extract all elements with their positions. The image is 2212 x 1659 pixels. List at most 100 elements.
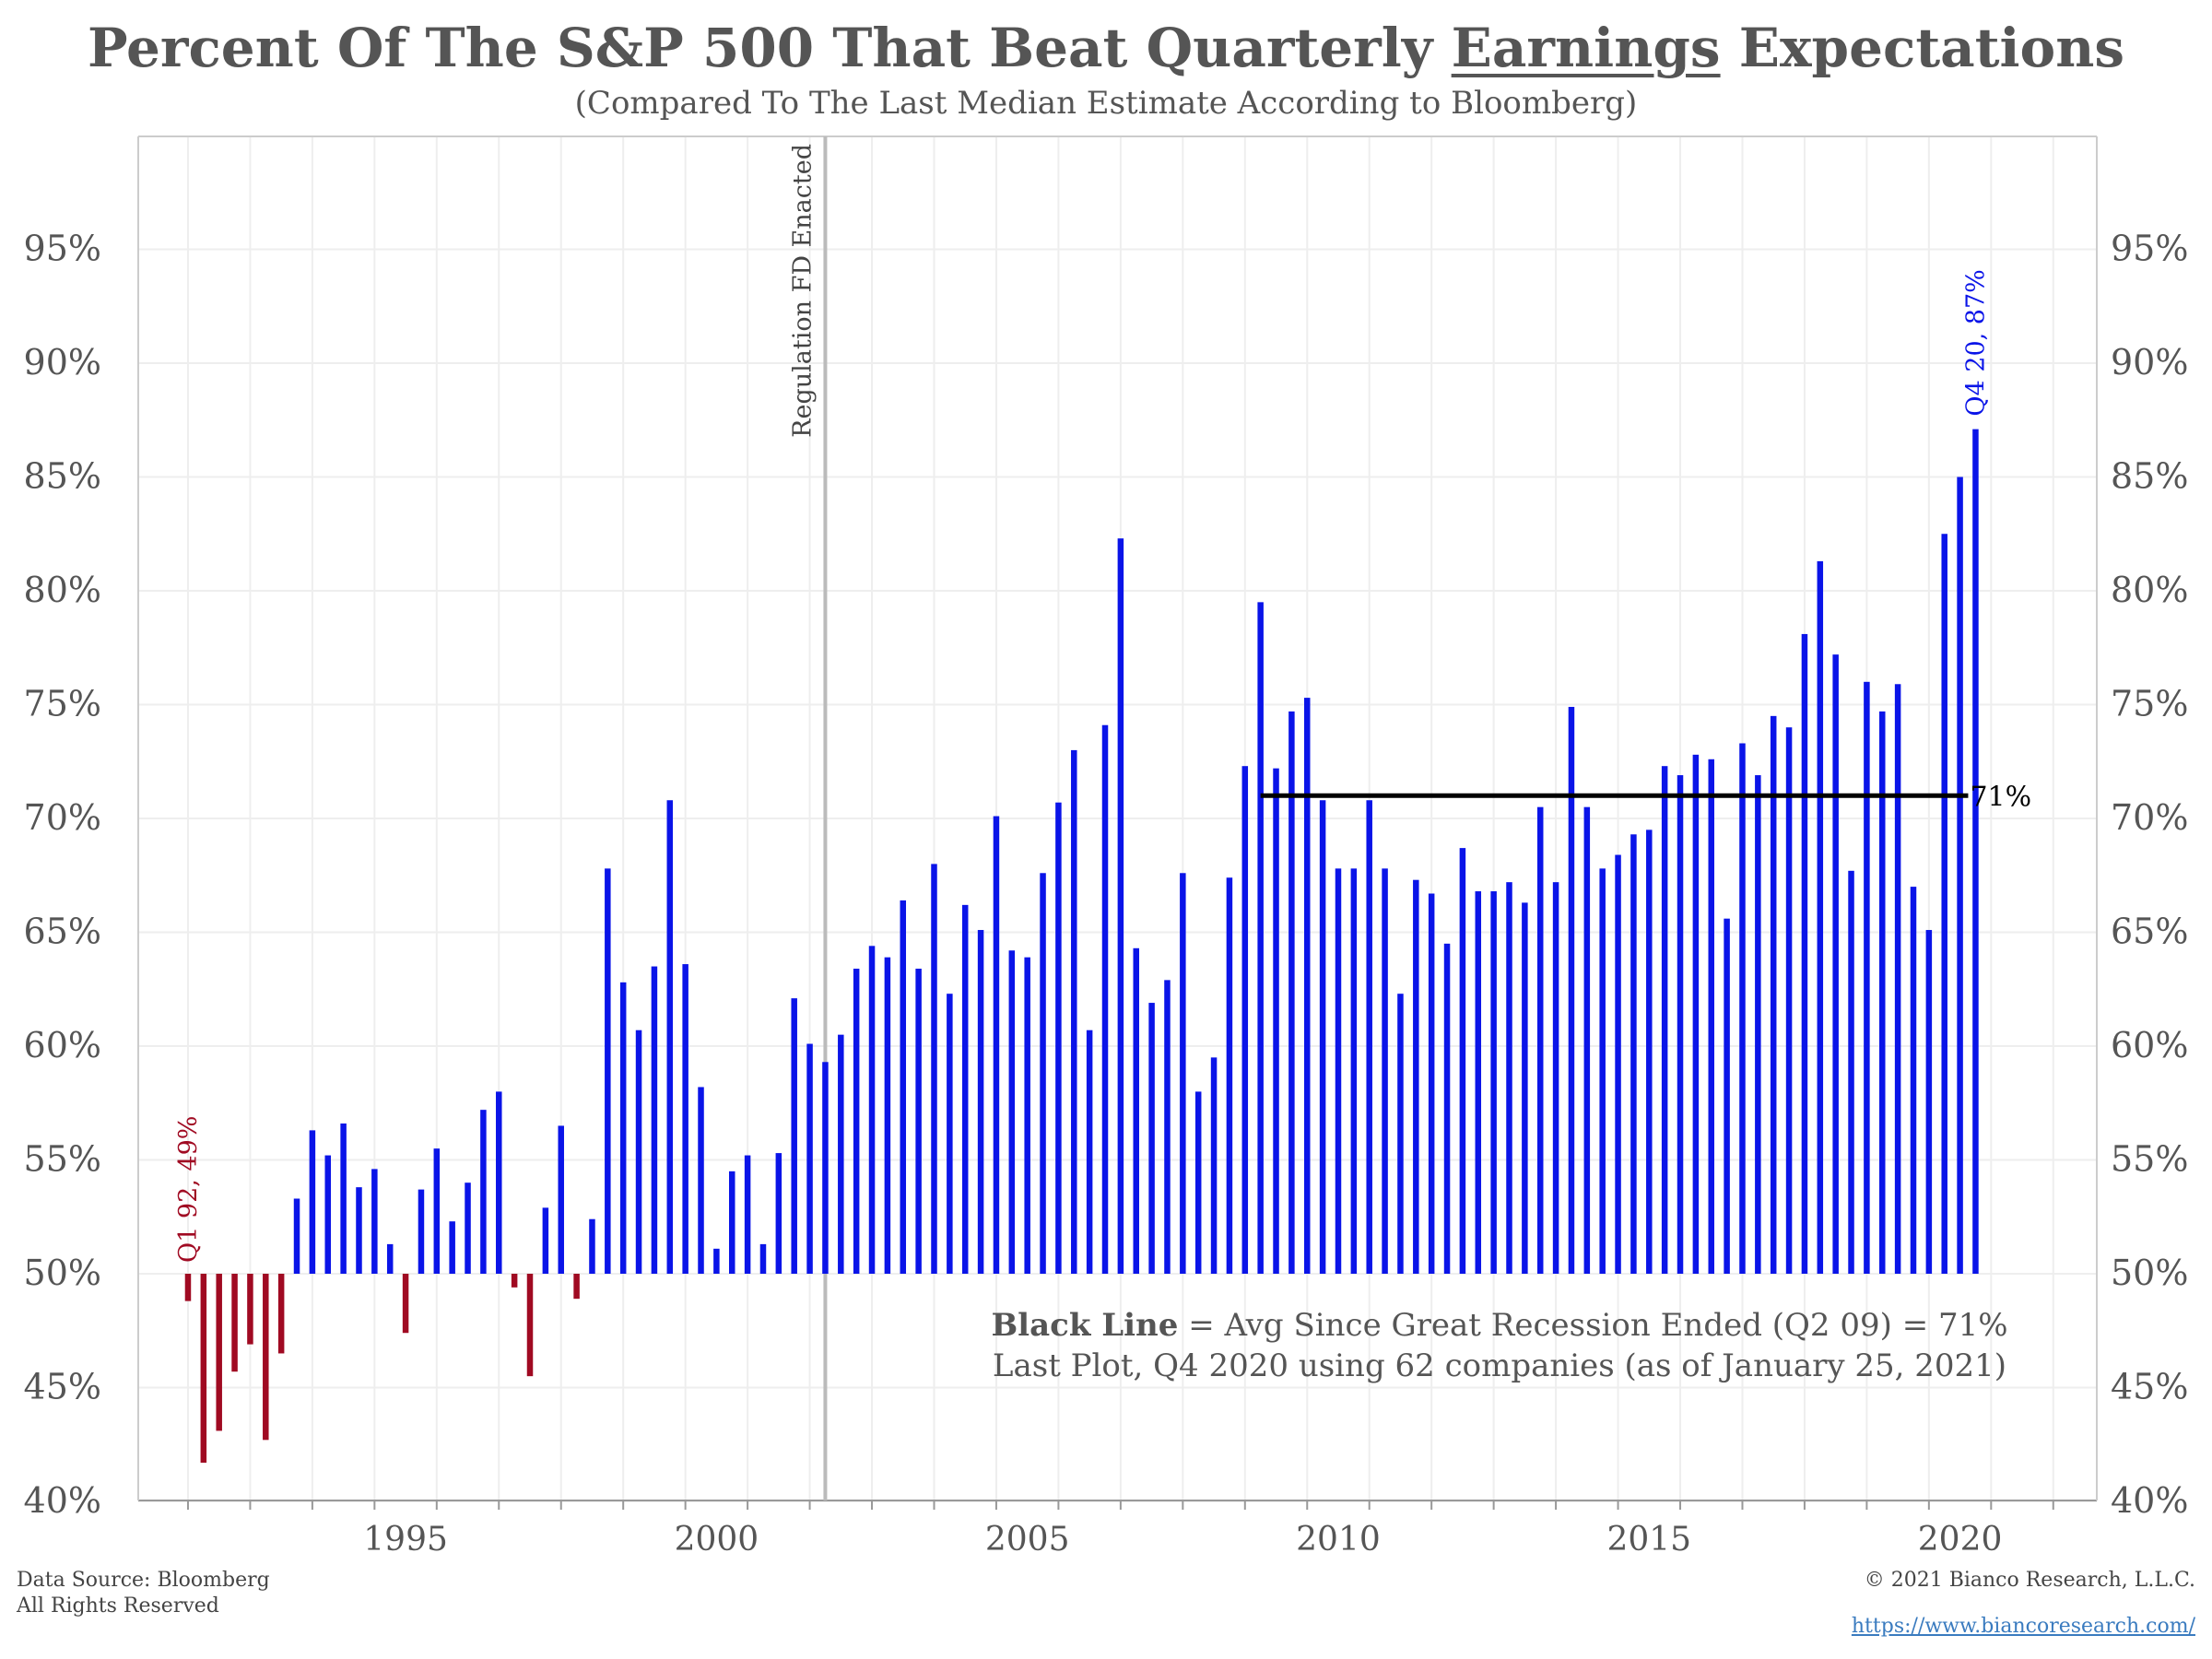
bar: [1864, 681, 1870, 1274]
y-tick-label-left: 90%: [24, 342, 101, 382]
x-tick-label: 2015: [1606, 1521, 1691, 1559]
bar: [418, 1189, 425, 1274]
bar: [619, 982, 627, 1274]
bar: [1397, 994, 1404, 1274]
bar: [1817, 560, 1824, 1274]
bar: [1957, 477, 1963, 1274]
bar: [868, 946, 876, 1274]
bar: [1382, 868, 1388, 1274]
bar: [1894, 684, 1901, 1274]
bar: [1739, 743, 1746, 1274]
bar: [1164, 980, 1171, 1274]
title-underlined-word: Earnings: [1451, 17, 1721, 79]
bar: [1848, 870, 1854, 1274]
bar: [1536, 806, 1544, 1274]
bar: [853, 969, 860, 1274]
bar: [1506, 882, 1512, 1274]
bars: [184, 429, 1979, 1464]
bar: [1101, 724, 1109, 1274]
bar: [1241, 766, 1249, 1274]
bar: [1459, 848, 1466, 1274]
bar: [1071, 749, 1077, 1274]
y-tick-label-right: 55%: [2111, 1139, 2188, 1180]
data-source-line: Data Source: Bloomberg: [17, 1569, 270, 1592]
bar: [573, 1274, 580, 1300]
y-tick-label-left: 75%: [24, 684, 101, 724]
bar: [277, 1274, 285, 1354]
bar: [1692, 754, 1700, 1274]
x-tick-label: 2010: [1296, 1521, 1381, 1559]
bar: [713, 1248, 720, 1274]
bar: [915, 969, 922, 1274]
y-tick-label-left: 85%: [24, 456, 101, 497]
regulation-fd-label: Regulation FD Enacted: [788, 144, 817, 438]
bar: [682, 964, 688, 1274]
bar: [1413, 879, 1419, 1274]
bar: [1366, 800, 1372, 1274]
bar: [1350, 868, 1358, 1274]
bar: [1008, 950, 1016, 1274]
y-tick-label-right: 90%: [2111, 342, 2188, 382]
bar: [1522, 902, 1528, 1274]
bar: [651, 966, 658, 1274]
bar: [247, 1274, 253, 1345]
bar: [1646, 830, 1653, 1274]
x-tick-label: 2005: [985, 1521, 1070, 1559]
bar: [1288, 711, 1295, 1274]
bar: [449, 1221, 455, 1274]
y-tick-label-right: 40%: [2111, 1480, 2188, 1521]
bar: [216, 1274, 222, 1431]
bar: [1335, 868, 1342, 1274]
y-tick-label-left: 55%: [24, 1139, 101, 1180]
bar: [1770, 715, 1777, 1274]
copyright-line: © 2021 Bianco Research, L.L.C.: [1864, 1569, 2195, 1592]
bar: [728, 1171, 735, 1274]
y-tick-label-left: 65%: [24, 912, 101, 952]
bar: [806, 1043, 813, 1274]
y-tick-label-right: 60%: [2111, 1025, 2188, 1065]
title-part-1: Percent Of The S&P 500 That Beat Quarter…: [87, 17, 1452, 79]
bar: [1661, 766, 1668, 1274]
bar: [1801, 633, 1808, 1274]
bar: [402, 1274, 409, 1334]
bar: [791, 998, 797, 1274]
bar: [589, 1218, 595, 1274]
bar: [1568, 706, 1575, 1274]
average-line-label: 71%: [1970, 781, 2031, 813]
bar: [1428, 893, 1435, 1274]
note-line-1: Black Line = Avg Since Great Recession E…: [991, 1307, 2007, 1344]
y-tick-label-left: 95%: [24, 229, 101, 269]
bar: [977, 930, 984, 1274]
bar: [1024, 957, 1030, 1274]
bar: [1443, 943, 1451, 1274]
bar: [1941, 534, 1947, 1274]
bar: [371, 1169, 378, 1274]
bar: [993, 816, 1000, 1274]
bar: [931, 864, 937, 1274]
bar: [1724, 918, 1730, 1274]
bar: [1630, 834, 1637, 1274]
bar: [324, 1155, 332, 1274]
first-bar-annotation: Q1 92, 49%: [174, 1116, 203, 1263]
note-bold-text: Black Line: [991, 1307, 1178, 1344]
bar: [961, 904, 969, 1274]
bar: [1226, 877, 1233, 1274]
website-link[interactable]: https://www.biancoresearch.com/: [1851, 1615, 2195, 1638]
bar: [1552, 882, 1559, 1274]
bar: [184, 1274, 192, 1301]
bar: [1677, 775, 1684, 1274]
y-tick-label-right: 45%: [2111, 1367, 2188, 1407]
bar: [1708, 759, 1714, 1274]
bar: [1490, 891, 1497, 1274]
bar: [1304, 698, 1311, 1274]
y-tick-label-left: 45%: [24, 1367, 101, 1407]
bar: [1583, 806, 1591, 1274]
bar: [526, 1274, 534, 1377]
bar: [1832, 654, 1839, 1274]
y-tick-label-left: 80%: [24, 570, 101, 610]
bar: [947, 994, 953, 1274]
bar: [1925, 930, 1933, 1274]
bar: [1910, 887, 1917, 1274]
bar: [433, 1148, 441, 1274]
